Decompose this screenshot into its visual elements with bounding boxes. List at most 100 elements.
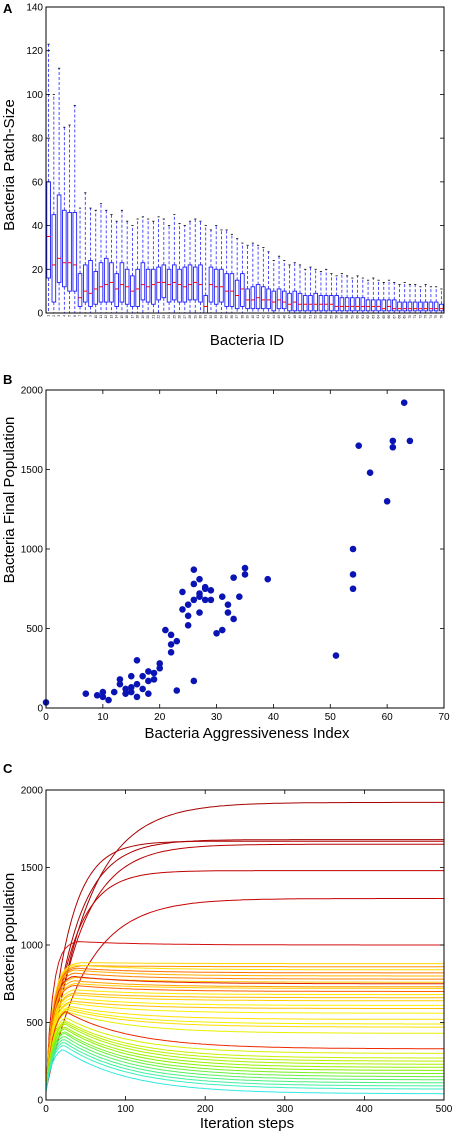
box: [177, 268, 182, 303]
scatter-point: [127, 672, 135, 680]
panel-c-ytick-label: 2000: [21, 786, 44, 797]
panel-b-xlabel: Bacteria Aggressiveness Index: [144, 725, 350, 742]
box-xtick-label: 34: [219, 315, 223, 319]
population-line: [45, 965, 444, 1091]
population-line: [45, 1007, 444, 1091]
panel-c-xtick-label: 0: [43, 1104, 49, 1115]
box: [93, 271, 99, 305]
box: [397, 301, 402, 312]
panel-a-ytick-label: 40: [32, 221, 44, 232]
box-xtick-label: 11: [99, 315, 103, 319]
box-xtick-label: 53: [319, 315, 323, 319]
population-line: [45, 1036, 444, 1091]
box-xtick-label: 20: [146, 315, 150, 319]
box-xtick-label: 64: [377, 315, 381, 319]
box: [423, 301, 428, 312]
box-xtick-label: 71: [413, 315, 417, 319]
box-xtick-label: 69: [403, 315, 407, 319]
box: [313, 292, 318, 312]
scatter-point: [184, 622, 192, 629]
box: [56, 194, 62, 283]
box-xtick-label: 48: [293, 315, 297, 319]
scatter-point: [264, 575, 272, 583]
box-xtick-label: 74: [429, 315, 433, 319]
population-line: [45, 1026, 444, 1091]
box: [255, 284, 261, 310]
box: [46, 181, 51, 279]
box: [381, 299, 387, 312]
box: [339, 297, 345, 312]
box-xtick-label: 30: [198, 315, 202, 319]
scatter-point: [173, 687, 181, 694]
panel-b-xtick-label: 60: [382, 712, 394, 723]
population-line: [45, 994, 444, 1091]
box: [145, 268, 151, 303]
population-line: [45, 992, 444, 1091]
scatter-point: [150, 669, 158, 677]
scatter-point: [167, 641, 175, 648]
scatter-point: [93, 691, 101, 699]
box: [329, 295, 334, 312]
scatter-point: [127, 684, 135, 691]
box: [439, 303, 444, 312]
box-xtick-label: 36: [230, 315, 234, 319]
panel-a-ytick-label: 80: [32, 134, 44, 145]
population-line: [45, 1017, 444, 1091]
population-line: [45, 972, 444, 1091]
box-xtick-label: 7: [78, 315, 82, 317]
scatter-point: [224, 609, 232, 616]
box-xtick-label: 41: [256, 315, 260, 319]
scatter-point: [383, 498, 391, 505]
box-xtick-label: 24: [167, 315, 171, 319]
population-line: [45, 1021, 444, 1091]
box-xtick-label: 72: [418, 315, 422, 319]
box: [344, 297, 350, 312]
box-xtick-label: 10: [94, 315, 98, 319]
box: [402, 301, 408, 312]
box: [412, 301, 418, 312]
box-xtick-label: 43: [267, 315, 271, 319]
panel-c-xtick-label: 200: [197, 1104, 214, 1115]
box-xtick-label: 23: [162, 315, 166, 319]
population-line: [45, 839, 444, 1091]
population-line: [45, 969, 444, 1091]
box: [318, 295, 324, 312]
box: [308, 295, 313, 312]
population-line: [45, 975, 444, 1091]
box-xtick-label: 15: [120, 315, 124, 319]
scatter-point: [184, 601, 192, 608]
box: [151, 268, 156, 305]
box: [161, 264, 167, 299]
panel-a-ytick-label: 100: [26, 90, 43, 101]
panel-b-ytick-label: 0: [37, 704, 43, 715]
box-xtick-label: 45: [277, 315, 281, 319]
box: [140, 262, 146, 301]
scatter-point: [190, 677, 198, 685]
population-line: [45, 1011, 444, 1091]
box: [234, 279, 240, 310]
panel-c-ylabel: Bacteria population: [1, 873, 18, 1001]
population-line: [45, 1023, 444, 1091]
population-line: [45, 1042, 444, 1091]
panel-b-frame: [45, 389, 445, 709]
scatter-point: [133, 657, 141, 664]
box-xtick-label: 63: [371, 315, 375, 319]
scatter-point: [332, 652, 340, 659]
population-line: [45, 983, 444, 1091]
box-xtick-label: 70: [408, 315, 412, 319]
box-xtick-label: 66: [387, 315, 391, 319]
box: [156, 266, 161, 301]
box: [433, 301, 439, 312]
box: [376, 299, 381, 312]
panel-b-xtick-label: 0: [43, 712, 49, 723]
population-line: [45, 997, 444, 1091]
panel-letter-c: C: [3, 761, 13, 776]
box-xtick-label: 37: [235, 315, 239, 319]
panel-c-plot-area: 0 500 1000 1500 2000 0 100 200 300 400 500: [21, 786, 453, 1116]
box: [119, 262, 125, 303]
panel-a-frame: [45, 6, 445, 314]
box-xtick-label: 76: [439, 315, 443, 319]
scatter-point: [122, 685, 129, 693]
scatter-point: [349, 545, 357, 553]
box: [219, 268, 224, 303]
